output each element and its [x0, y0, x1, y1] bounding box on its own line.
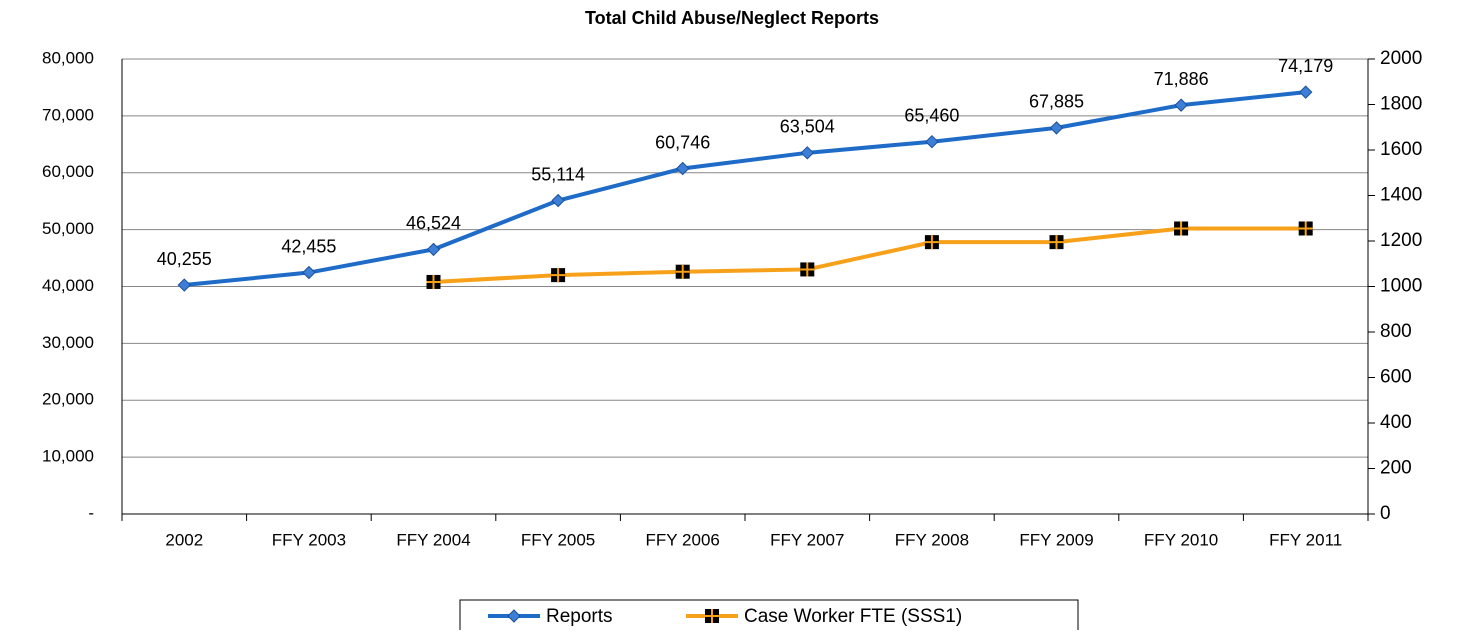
- marker-cross: [1174, 221, 1189, 236]
- y2-tick-label: 1400: [1380, 185, 1422, 206]
- y2-tick-label: 400: [1380, 412, 1412, 433]
- y2-tick-label: 600: [1380, 367, 1412, 388]
- marker: [177, 278, 192, 292]
- y-tick-label: 80,000: [42, 48, 94, 67]
- x-tick-label: FFY 2004: [396, 530, 470, 549]
- data-label: 55,114: [531, 164, 585, 184]
- marker: [675, 161, 690, 176]
- data-label: 71,886: [1154, 69, 1209, 89]
- y-tick-label: 70,000: [42, 105, 94, 124]
- x-tick-label: FFY 2005: [521, 530, 595, 549]
- chart-title: Total Child Abuse/Neglect Reports: [585, 8, 879, 28]
- marker-cross: [675, 264, 690, 279]
- legend-label: Case Worker FTE (SSS1): [744, 606, 962, 627]
- y2-tick-label: 1000: [1380, 276, 1422, 297]
- marker: [426, 242, 441, 257]
- y2-tick-label: 200: [1380, 458, 1412, 479]
- legend-label: Reports: [546, 606, 613, 627]
- y-tick-label: 20,000: [42, 390, 94, 409]
- marker-cross: [426, 274, 441, 289]
- y-tick-label: 10,000: [42, 447, 94, 466]
- marker-cross: [800, 262, 815, 277]
- x-tick-label: FFY 2003: [272, 530, 346, 549]
- marker: [507, 609, 521, 623]
- y-tick-label: 40,000: [42, 276, 94, 295]
- y2-tick-label: 1800: [1380, 94, 1422, 115]
- legend-box: [459, 599, 1079, 633]
- data-label: 63,504: [780, 117, 835, 137]
- data-label: 42,455: [281, 236, 336, 256]
- y-tick-label: 30,000: [42, 333, 94, 352]
- x-tick-label: FFY 2010: [1144, 530, 1218, 549]
- series-line: [433, 226, 1306, 284]
- marker: [302, 265, 316, 280]
- y2-tick-label: 800: [1380, 321, 1412, 342]
- marker-cross: [551, 268, 566, 283]
- data-label: 60,746: [655, 132, 710, 152]
- data-label: 40,255: [157, 249, 212, 269]
- y2-tick-label: 2000: [1380, 48, 1422, 69]
- x-tick-label: FFY 2008: [895, 530, 969, 549]
- x-tick-label: FFY 2011: [1269, 530, 1342, 549]
- marker-cross: [1298, 221, 1313, 236]
- marker-cross: [924, 235, 939, 250]
- marker: [551, 193, 565, 208]
- y-tick-label: 50,000: [42, 219, 94, 238]
- marker-cross: [1049, 235, 1064, 250]
- y2-tick-label: 0: [1380, 503, 1391, 524]
- data-label: 74,179: [1278, 56, 1333, 76]
- marker-cross: [705, 609, 719, 623]
- x-tick-label: 2002: [165, 530, 203, 549]
- y-tick-label: 60,000: [42, 162, 94, 181]
- x-tick-label: FFY 2006: [646, 530, 720, 549]
- data-label: 65,460: [904, 105, 959, 125]
- x-tick-label: FFY 2007: [770, 530, 844, 549]
- marker: [925, 134, 939, 149]
- marker: [1049, 121, 1064, 135]
- y-tick-label: -: [88, 503, 94, 522]
- marker: [1298, 85, 1313, 99]
- data-label: 46,524: [406, 213, 461, 233]
- data-label: 67,885: [1029, 92, 1084, 112]
- y2-tick-label: 1600: [1380, 139, 1422, 160]
- y2-tick-label: 1200: [1380, 230, 1422, 251]
- series-line: [184, 90, 1306, 288]
- x-tick-label: FFY 2009: [1019, 530, 1093, 549]
- marker: [1174, 98, 1188, 112]
- marker: [800, 146, 815, 160]
